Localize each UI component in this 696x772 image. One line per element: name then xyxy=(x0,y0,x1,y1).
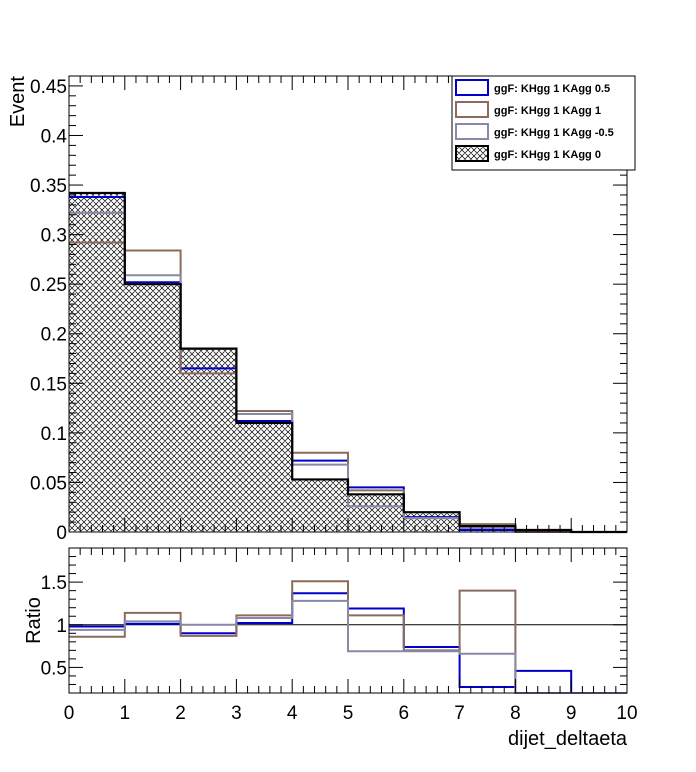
ratio-y-tick-label: 1.5 xyxy=(41,573,67,594)
ratio-series-line-2 xyxy=(69,599,627,694)
hatched-bar-bin-0 xyxy=(69,192,125,532)
x-tick-label: 3 xyxy=(231,703,242,724)
ratio-y-tick-label: 0.5 xyxy=(41,658,67,679)
ratio-plot-panel: 0.5 1 1.5 0 1 2 3 4 5 6 7 8 9 10 Ratio dijet_deltaet… xyxy=(23,547,638,750)
y-tick-label: 0.1 xyxy=(41,424,67,445)
ratio-lines xyxy=(69,580,627,694)
y-tick-label: 0.05 xyxy=(30,473,67,494)
x-tick-label: 2 xyxy=(175,703,186,724)
y-tick-label: 0.45 xyxy=(30,77,67,98)
legend-swatch xyxy=(455,101,489,118)
x-axis-title: dijet_deltaeta xyxy=(508,728,628,750)
legend-entry-label: ggF: KHgg 1 KAgg 0.5 xyxy=(494,83,610,95)
main-y-tick-labels: 0 0.05 0.1 0.15 0.2 0.25 0.3 0.35 0.4 0.45 xyxy=(30,77,67,544)
hatched-bar-bin-5 xyxy=(348,494,404,532)
ratio-series-line-1 xyxy=(69,580,627,694)
y-tick-label: 0.2 xyxy=(41,325,67,346)
legend-swatch xyxy=(455,79,489,96)
hatched-histogram xyxy=(69,192,572,532)
hatched-bar-bin-6 xyxy=(403,512,460,532)
legend-entry-label: ggF: KHgg 1 KAgg 1 xyxy=(494,105,601,117)
y-tick-label: 0.4 xyxy=(41,126,68,147)
y-tick-label: 0 xyxy=(56,523,67,544)
legend-swatch xyxy=(455,145,489,162)
hatched-bar-bin-4 xyxy=(292,479,348,532)
x-tick-label: 0 xyxy=(64,703,75,724)
ratio-y-axis-title: Ratio xyxy=(23,597,45,644)
y-tick-label: 0.35 xyxy=(30,176,67,197)
hatched-bar-bin-1 xyxy=(124,284,181,532)
hatched-bar-bin-2 xyxy=(180,348,237,532)
y-tick-label: 0.3 xyxy=(41,226,67,247)
x-tick-label: 7 xyxy=(454,703,465,724)
y-tick-label: 0.15 xyxy=(30,374,67,395)
legend-entry-label: ggF: KHgg 1 KAgg -0.5 xyxy=(494,127,614,139)
x-tick-label: 5 xyxy=(343,703,354,724)
x-tick-label: 4 xyxy=(287,703,298,724)
x-tick-labels: 0 1 2 3 4 5 6 7 8 9 10 xyxy=(64,703,638,724)
ratio-axis-ticks xyxy=(68,547,628,694)
hatched-bar-bin-3 xyxy=(236,422,293,532)
legend: ggF: KHgg 1 KAgg 0.5 ggF: KHgg 1 KAgg 1 gg… xyxy=(451,75,636,171)
x-tick-label: 10 xyxy=(616,703,637,724)
y-tick-label: 0.25 xyxy=(30,275,67,296)
main-plot-panel: 0 0.05 0.1 0.15 0.2 0.25 0.3 0.35 0.4 0.45 Event xyxy=(7,75,628,544)
x-tick-label: 1 xyxy=(120,703,131,724)
legend-entry-label: ggF: KHgg 1 KAgg 0 xyxy=(494,149,601,161)
legend-swatch xyxy=(455,123,489,140)
ratio-y-tick-label: 1 xyxy=(56,616,67,637)
y-axis-title: Event xyxy=(7,76,29,128)
ratio-y-tick-labels: 0.5 1 1.5 xyxy=(41,573,67,679)
x-tick-label: 6 xyxy=(399,703,410,724)
x-tick-label: 8 xyxy=(510,703,521,724)
x-tick-label: 9 xyxy=(566,703,577,724)
